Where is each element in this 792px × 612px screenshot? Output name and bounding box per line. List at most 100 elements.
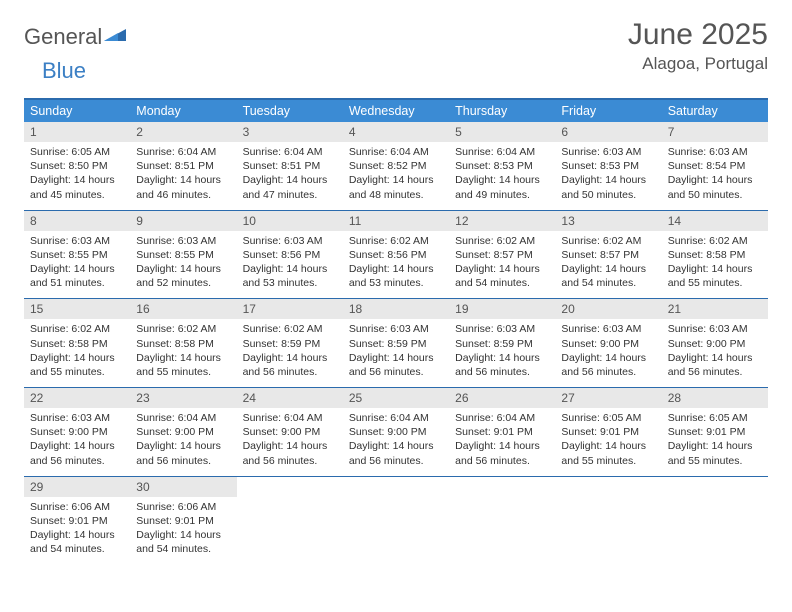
- day-number: 1: [24, 122, 130, 142]
- day-number: 18: [343, 299, 449, 319]
- day-content: Sunrise: 6:04 AMSunset: 9:00 PMDaylight:…: [237, 408, 343, 476]
- day-cell: 30Sunrise: 6:06 AMSunset: 9:01 PMDayligh…: [130, 477, 236, 565]
- logo: General: [24, 18, 128, 50]
- weeks-container: 1Sunrise: 6:05 AMSunset: 8:50 PMDaylight…: [24, 122, 768, 564]
- weekday-cell: Monday: [130, 100, 236, 122]
- day-cell: 15Sunrise: 6:02 AMSunset: 8:58 PMDayligh…: [24, 299, 130, 387]
- day-content: Sunrise: 6:04 AMSunset: 8:53 PMDaylight:…: [449, 142, 555, 210]
- day-cell: 17Sunrise: 6:02 AMSunset: 8:59 PMDayligh…: [237, 299, 343, 387]
- day-cell: [555, 477, 661, 565]
- week-row: 8Sunrise: 6:03 AMSunset: 8:55 PMDaylight…: [24, 211, 768, 300]
- day-content: Sunrise: 6:05 AMSunset: 9:01 PMDaylight:…: [555, 408, 661, 476]
- day-number: 26: [449, 388, 555, 408]
- day-number: 2: [130, 122, 236, 142]
- logo-text-blue: Blue: [42, 58, 86, 83]
- day-content: Sunrise: 6:02 AMSunset: 8:58 PMDaylight:…: [662, 231, 768, 299]
- day-number: 6: [555, 122, 661, 142]
- day-cell: 10Sunrise: 6:03 AMSunset: 8:56 PMDayligh…: [237, 211, 343, 299]
- day-content: Sunrise: 6:02 AMSunset: 8:58 PMDaylight:…: [130, 319, 236, 387]
- day-content: Sunrise: 6:03 AMSunset: 8:59 PMDaylight:…: [343, 319, 449, 387]
- day-cell: [662, 477, 768, 565]
- day-cell: 29Sunrise: 6:06 AMSunset: 9:01 PMDayligh…: [24, 477, 130, 565]
- weekday-cell: Saturday: [662, 100, 768, 122]
- day-cell: 28Sunrise: 6:05 AMSunset: 9:01 PMDayligh…: [662, 388, 768, 476]
- day-number: 17: [237, 299, 343, 319]
- day-cell: 20Sunrise: 6:03 AMSunset: 9:00 PMDayligh…: [555, 299, 661, 387]
- week-row: 15Sunrise: 6:02 AMSunset: 8:58 PMDayligh…: [24, 299, 768, 388]
- day-number: [449, 477, 555, 497]
- day-number: 27: [555, 388, 661, 408]
- day-content: Sunrise: 6:03 AMSunset: 8:55 PMDaylight:…: [24, 231, 130, 299]
- day-number: [343, 477, 449, 497]
- day-number: 10: [237, 211, 343, 231]
- day-cell: 23Sunrise: 6:04 AMSunset: 9:00 PMDayligh…: [130, 388, 236, 476]
- day-number: 23: [130, 388, 236, 408]
- day-number: 16: [130, 299, 236, 319]
- day-number: [555, 477, 661, 497]
- logo-triangle-icon: [104, 27, 126, 48]
- day-content: Sunrise: 6:05 AMSunset: 8:50 PMDaylight:…: [24, 142, 130, 210]
- day-number: 30: [130, 477, 236, 497]
- day-content: Sunrise: 6:02 AMSunset: 8:58 PMDaylight:…: [24, 319, 130, 387]
- week-row: 1Sunrise: 6:05 AMSunset: 8:50 PMDaylight…: [24, 122, 768, 211]
- day-number: 20: [555, 299, 661, 319]
- day-number: 9: [130, 211, 236, 231]
- day-content: Sunrise: 6:03 AMSunset: 8:54 PMDaylight:…: [662, 142, 768, 210]
- day-number: [662, 477, 768, 497]
- day-content: Sunrise: 6:04 AMSunset: 8:51 PMDaylight:…: [237, 142, 343, 210]
- day-number: 5: [449, 122, 555, 142]
- day-cell: 22Sunrise: 6:03 AMSunset: 9:00 PMDayligh…: [24, 388, 130, 476]
- day-content: Sunrise: 6:02 AMSunset: 8:59 PMDaylight:…: [237, 319, 343, 387]
- day-content: Sunrise: 6:03 AMSunset: 8:53 PMDaylight:…: [555, 142, 661, 210]
- day-cell: 14Sunrise: 6:02 AMSunset: 8:58 PMDayligh…: [662, 211, 768, 299]
- day-cell: [343, 477, 449, 565]
- day-number: 3: [237, 122, 343, 142]
- day-content: Sunrise: 6:04 AMSunset: 9:00 PMDaylight:…: [343, 408, 449, 476]
- day-cell: 27Sunrise: 6:05 AMSunset: 9:01 PMDayligh…: [555, 388, 661, 476]
- day-cell: 2Sunrise: 6:04 AMSunset: 8:51 PMDaylight…: [130, 122, 236, 210]
- day-cell: 13Sunrise: 6:02 AMSunset: 8:57 PMDayligh…: [555, 211, 661, 299]
- day-number: 4: [343, 122, 449, 142]
- day-content: Sunrise: 6:04 AMSunset: 8:52 PMDaylight:…: [343, 142, 449, 210]
- day-cell: 21Sunrise: 6:03 AMSunset: 9:00 PMDayligh…: [662, 299, 768, 387]
- day-cell: 6Sunrise: 6:03 AMSunset: 8:53 PMDaylight…: [555, 122, 661, 210]
- weekday-cell: Sunday: [24, 100, 130, 122]
- day-content: Sunrise: 6:02 AMSunset: 8:57 PMDaylight:…: [449, 231, 555, 299]
- day-number: 11: [343, 211, 449, 231]
- day-cell: [237, 477, 343, 565]
- day-content: Sunrise: 6:02 AMSunset: 8:56 PMDaylight:…: [343, 231, 449, 299]
- week-row: 29Sunrise: 6:06 AMSunset: 9:01 PMDayligh…: [24, 477, 768, 565]
- day-content: Sunrise: 6:03 AMSunset: 8:59 PMDaylight:…: [449, 319, 555, 387]
- day-content: Sunrise: 6:03 AMSunset: 9:00 PMDaylight:…: [24, 408, 130, 476]
- month-title: June 2025: [628, 18, 768, 52]
- day-content: Sunrise: 6:03 AMSunset: 8:56 PMDaylight:…: [237, 231, 343, 299]
- day-cell: 16Sunrise: 6:02 AMSunset: 8:58 PMDayligh…: [130, 299, 236, 387]
- day-content: Sunrise: 6:05 AMSunset: 9:01 PMDaylight:…: [662, 408, 768, 476]
- day-number: 19: [449, 299, 555, 319]
- day-cell: 3Sunrise: 6:04 AMSunset: 8:51 PMDaylight…: [237, 122, 343, 210]
- day-cell: 9Sunrise: 6:03 AMSunset: 8:55 PMDaylight…: [130, 211, 236, 299]
- day-content: Sunrise: 6:04 AMSunset: 9:00 PMDaylight:…: [130, 408, 236, 476]
- day-number: 29: [24, 477, 130, 497]
- day-cell: 8Sunrise: 6:03 AMSunset: 8:55 PMDaylight…: [24, 211, 130, 299]
- title-block: June 2025 Alagoa, Portugal: [628, 18, 768, 74]
- day-number: 21: [662, 299, 768, 319]
- day-number: 25: [343, 388, 449, 408]
- day-content: Sunrise: 6:06 AMSunset: 9:01 PMDaylight:…: [130, 497, 236, 565]
- day-cell: 25Sunrise: 6:04 AMSunset: 9:00 PMDayligh…: [343, 388, 449, 476]
- day-cell: 18Sunrise: 6:03 AMSunset: 8:59 PMDayligh…: [343, 299, 449, 387]
- weekday-cell: Friday: [555, 100, 661, 122]
- day-cell: 24Sunrise: 6:04 AMSunset: 9:00 PMDayligh…: [237, 388, 343, 476]
- day-content: Sunrise: 6:06 AMSunset: 9:01 PMDaylight:…: [24, 497, 130, 565]
- day-cell: 4Sunrise: 6:04 AMSunset: 8:52 PMDaylight…: [343, 122, 449, 210]
- day-cell: 12Sunrise: 6:02 AMSunset: 8:57 PMDayligh…: [449, 211, 555, 299]
- day-content: Sunrise: 6:04 AMSunset: 9:01 PMDaylight:…: [449, 408, 555, 476]
- day-number: 15: [24, 299, 130, 319]
- weekday-cell: Thursday: [449, 100, 555, 122]
- day-content: Sunrise: 6:04 AMSunset: 8:51 PMDaylight:…: [130, 142, 236, 210]
- day-number: 8: [24, 211, 130, 231]
- week-row: 22Sunrise: 6:03 AMSunset: 9:00 PMDayligh…: [24, 388, 768, 477]
- day-cell: [449, 477, 555, 565]
- day-cell: 26Sunrise: 6:04 AMSunset: 9:01 PMDayligh…: [449, 388, 555, 476]
- day-number: [237, 477, 343, 497]
